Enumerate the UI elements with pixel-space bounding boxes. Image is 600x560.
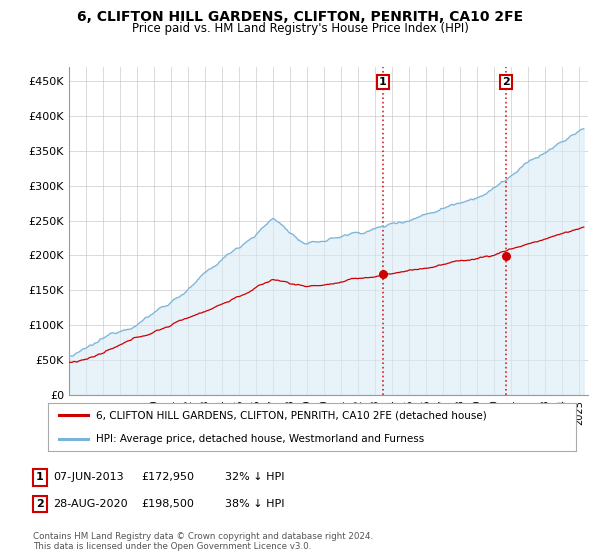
Text: 6, CLIFTON HILL GARDENS, CLIFTON, PENRITH, CA10 2FE: 6, CLIFTON HILL GARDENS, CLIFTON, PENRIT… bbox=[77, 10, 523, 24]
Text: 2: 2 bbox=[502, 77, 509, 87]
Text: 38% ↓ HPI: 38% ↓ HPI bbox=[225, 499, 284, 509]
Text: Contains HM Land Registry data © Crown copyright and database right 2024.
This d: Contains HM Land Registry data © Crown c… bbox=[33, 532, 373, 552]
Text: 28-AUG-2020: 28-AUG-2020 bbox=[53, 499, 127, 509]
Text: £198,500: £198,500 bbox=[141, 499, 194, 509]
Text: 1: 1 bbox=[379, 77, 386, 87]
Text: 1: 1 bbox=[36, 472, 44, 482]
Text: Price paid vs. HM Land Registry's House Price Index (HPI): Price paid vs. HM Land Registry's House … bbox=[131, 22, 469, 35]
Text: 2: 2 bbox=[36, 499, 44, 509]
Text: 6, CLIFTON HILL GARDENS, CLIFTON, PENRITH, CA10 2FE (detached house): 6, CLIFTON HILL GARDENS, CLIFTON, PENRIT… bbox=[95, 410, 486, 420]
Text: 07-JUN-2013: 07-JUN-2013 bbox=[53, 472, 124, 482]
Text: £172,950: £172,950 bbox=[141, 472, 194, 482]
Text: 32% ↓ HPI: 32% ↓ HPI bbox=[225, 472, 284, 482]
Text: HPI: Average price, detached house, Westmorland and Furness: HPI: Average price, detached house, West… bbox=[95, 434, 424, 444]
